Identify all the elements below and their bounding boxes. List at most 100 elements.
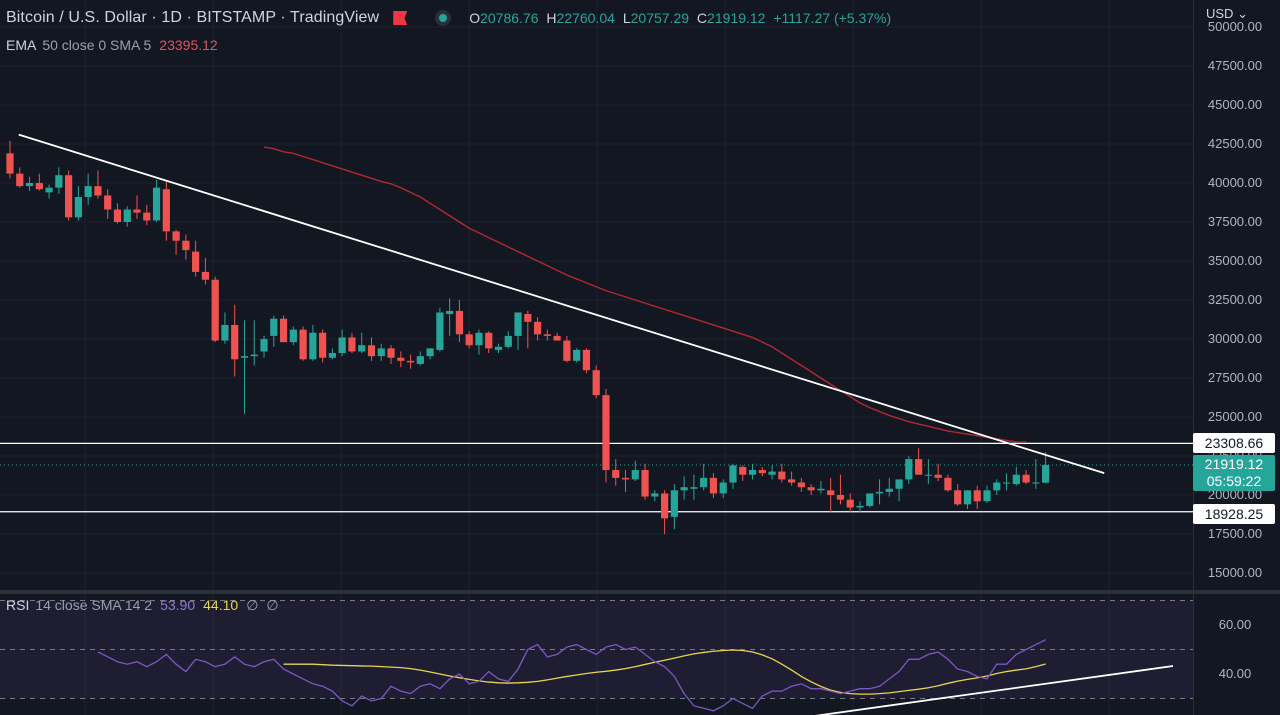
close-label: C	[696, 10, 708, 26]
open-value: 20786.76	[480, 10, 539, 26]
candle-body	[748, 470, 757, 475]
candle-body	[279, 318, 288, 343]
candle-body	[240, 356, 249, 358]
candle-body	[680, 487, 688, 491]
candle-body	[133, 209, 141, 213]
ema-line	[263, 146, 1027, 443]
candle-body	[231, 324, 239, 360]
rsi-lines	[97, 639, 1174, 715]
horizontal-levels[interactable]	[0, 442, 1193, 513]
candle-body	[74, 197, 82, 218]
candle-body	[915, 459, 923, 475]
rsi-line	[97, 639, 1046, 712]
price-tick-label: 50000.00	[1207, 19, 1263, 34]
candle-body	[739, 466, 747, 475]
candle-body	[602, 395, 610, 471]
low-label: L	[622, 10, 631, 26]
rsi-na-2: ∅	[266, 597, 279, 613]
candle-body	[152, 187, 161, 221]
trendline	[18, 133, 1105, 475]
current-price-label: 21919.12 05:59:22	[1193, 455, 1275, 492]
price-tick-label: 45000.00	[1207, 97, 1263, 112]
candle-body	[504, 335, 512, 347]
rsi-trendline	[815, 665, 1174, 715]
resistance-price-label: 23308.66	[1193, 433, 1275, 454]
candle-body	[827, 490, 835, 495]
candle-body	[875, 491, 884, 494]
candle-body	[983, 490, 991, 502]
change-value: +1117.27 (+5.37%)	[773, 10, 892, 26]
candle-body	[651, 493, 659, 497]
candle-body	[192, 251, 200, 272]
ema50-line	[263, 146, 1027, 443]
candle-body	[905, 459, 913, 480]
candle-body	[1032, 482, 1040, 484]
candle-body	[592, 370, 600, 396]
price-tick-label: 47500.00	[1207, 58, 1263, 73]
candle-body	[553, 335, 561, 341]
candle-body	[123, 209, 131, 222]
candle-body	[367, 345, 376, 357]
candle-body	[778, 471, 786, 480]
candle-body	[397, 357, 405, 361]
candle-body	[358, 345, 366, 352]
chart-header: Bitcoin / U.S. Dollar · 1D · BITSTAMP · …	[6, 6, 895, 30]
candle-body	[25, 183, 34, 187]
candle-body	[485, 332, 493, 349]
candle-body	[309, 332, 317, 360]
candlesticks	[6, 140, 1050, 534]
rsi-tick-label: 40.00	[1218, 666, 1252, 681]
candle-body	[475, 332, 483, 346]
rsi-legend[interactable]: RSI 14 close SMA 14 2 53.90 44.10 ∅ ∅	[6, 597, 279, 614]
candle-body	[856, 505, 864, 508]
candle-body	[143, 212, 151, 221]
price-tick-label: 25000.00	[1207, 409, 1263, 424]
candle-body	[270, 318, 278, 336]
symbol-title[interactable]: Bitcoin / U.S. Dollar · 1D · BITSTAMP · …	[6, 9, 380, 26]
candle-body	[465, 334, 473, 346]
rsi-label: RSI	[6, 597, 30, 613]
candle-body	[533, 321, 542, 335]
price-grid	[0, 0, 1193, 590]
candle-body	[55, 175, 63, 188]
chevron-down-icon: ⌄	[1237, 6, 1248, 21]
candle-body	[866, 493, 874, 506]
candle-body	[348, 337, 356, 352]
trendlines[interactable]	[18, 133, 1105, 475]
candle-body	[16, 173, 24, 187]
price-tick-label: 30000.00	[1207, 331, 1263, 346]
candle-body	[993, 482, 1001, 491]
rsi-na-1: ∅	[246, 597, 259, 613]
price-tick-label: 17500.00	[1207, 526, 1263, 541]
ema-legend[interactable]: EMA 50 close 0 SMA 5 23395.12	[6, 37, 218, 53]
candle-body	[377, 348, 385, 357]
candle-body	[719, 482, 727, 494]
candle-body	[973, 490, 981, 502]
candle-body	[758, 470, 766, 474]
candle-body	[573, 349, 581, 361]
candle-body	[84, 186, 92, 198]
candle-body	[670, 490, 678, 517]
high-label: H	[546, 10, 557, 26]
candle-body	[406, 360, 415, 363]
candle-body	[338, 337, 346, 354]
candle-body	[954, 490, 962, 505]
candle-body	[260, 339, 268, 352]
candle-body	[446, 310, 454, 315]
candle-body	[924, 474, 932, 476]
high-value: 22760.04	[556, 10, 615, 26]
currency-selector[interactable]: USD ⌄	[1206, 6, 1248, 22]
rsi-grid	[84, 594, 1110, 715]
candle-body	[797, 482, 805, 488]
candle-body	[788, 479, 796, 483]
candle-body	[524, 314, 532, 322]
candle-body	[641, 470, 649, 497]
candle-body	[1012, 474, 1020, 485]
candle-body	[201, 271, 209, 280]
candle-body	[1022, 474, 1030, 483]
price-tick-label: 37500.00	[1207, 214, 1263, 229]
candle-body	[494, 346, 503, 350]
flag-icon[interactable]	[393, 11, 408, 25]
